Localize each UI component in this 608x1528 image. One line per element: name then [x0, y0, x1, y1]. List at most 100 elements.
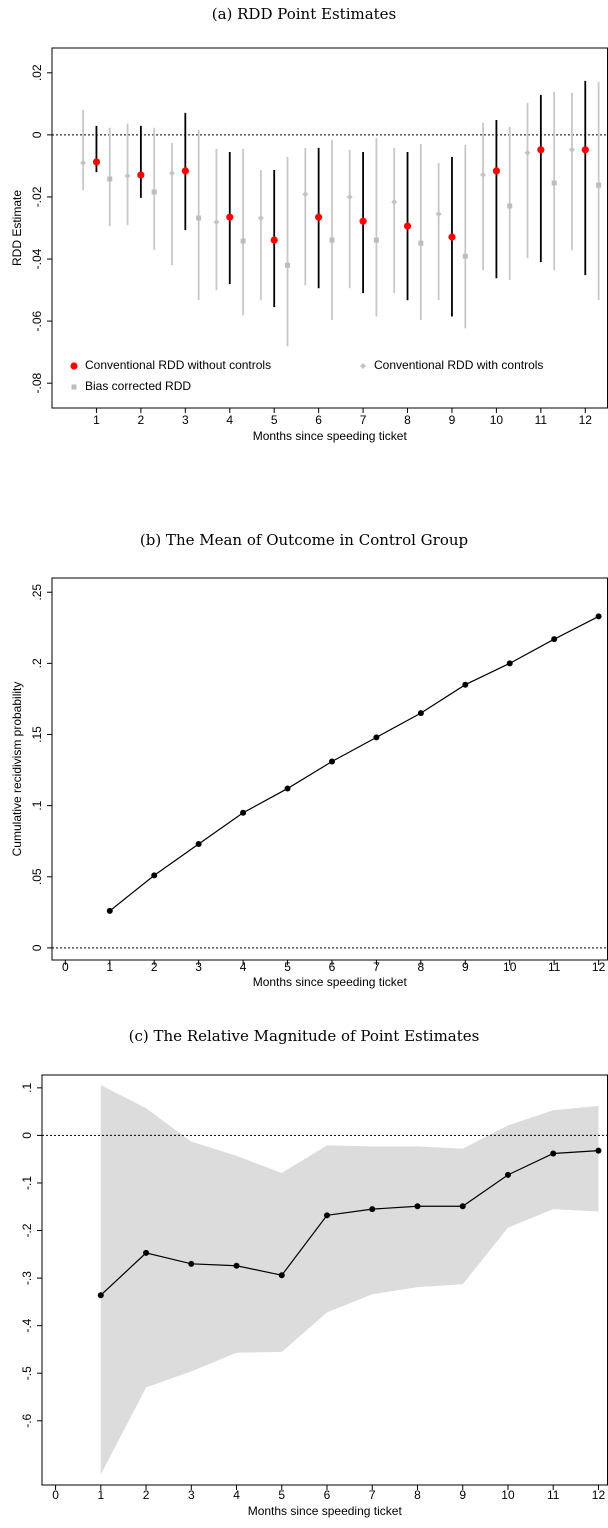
y-tick-label: 0	[30, 944, 44, 951]
x-tick-label: 8	[418, 960, 425, 974]
data-line	[100, 1150, 599, 1296]
point	[188, 1260, 195, 1267]
legend-label: Conventional RDD without controls	[85, 358, 271, 372]
point	[551, 636, 558, 643]
y-tick-label: -.02	[30, 186, 44, 207]
x-tick-label: 1	[106, 960, 113, 974]
y-tick-label: .15	[30, 726, 44, 743]
legend-label: Bias corrected RDD	[85, 379, 191, 393]
x-tick-label: 5	[278, 1488, 285, 1502]
point	[151, 872, 158, 879]
y-tick-label: .05	[30, 868, 44, 885]
point	[414, 1203, 421, 1210]
y-axis-label: Cumulative recidivism probability	[10, 682, 24, 857]
x-tick-label: 7	[369, 1488, 376, 1502]
point-diamond	[80, 159, 87, 166]
x-tick-label: 3	[188, 1488, 195, 1502]
x-tick-label: 2	[151, 960, 158, 974]
point-diamond	[213, 219, 220, 226]
y-tick-label: .1	[20, 1083, 34, 1093]
point	[328, 758, 335, 765]
plot-frame	[51, 577, 608, 961]
x-tick-label: 2	[143, 1488, 150, 1502]
plot-frame	[51, 47, 608, 409]
point-square	[196, 215, 202, 221]
x-tick-label: 0	[62, 960, 69, 974]
x-tick-label: 4	[226, 413, 233, 427]
x-tick-label: 8	[414, 1488, 421, 1502]
y-tick-label: -.5	[20, 1366, 34, 1380]
x-tick-label: 3	[182, 413, 189, 427]
x-tick-label: 10	[501, 1488, 515, 1502]
x-tick-label: 8	[404, 413, 411, 427]
chart-title: (b) The Mean of Outcome in Control Group	[140, 531, 468, 549]
y-axis-label: RDD Estimate	[10, 190, 24, 266]
point	[324, 1212, 331, 1219]
y-tick-label: -.2	[20, 1223, 34, 1237]
y-tick-label: -.1	[20, 1176, 34, 1190]
x-tick-label: 4	[240, 960, 247, 974]
x-tick-label: 11	[535, 413, 548, 427]
y-tick-label: .2	[30, 658, 44, 668]
chart-title: (a) RDD Point Estimates	[212, 5, 397, 23]
point-square	[240, 238, 246, 244]
point	[97, 1292, 104, 1299]
point-square	[507, 203, 513, 209]
point	[137, 171, 145, 179]
x-tick-label: 9	[449, 413, 456, 427]
y-tick-label: -.08	[30, 373, 44, 394]
point-diamond	[257, 215, 264, 222]
x-tick-label: 4	[233, 1488, 240, 1502]
point	[373, 734, 380, 741]
point-square	[151, 189, 157, 195]
x-tick-label: 5	[271, 413, 278, 427]
x-tick-label: 3	[195, 960, 202, 974]
x-tick-label: 9	[462, 960, 469, 974]
point-square	[107, 176, 113, 182]
point	[492, 167, 500, 175]
point	[459, 1203, 466, 1210]
point-square	[462, 253, 468, 259]
point-square	[329, 237, 335, 243]
x-tick-label: 2	[138, 413, 145, 427]
point	[270, 236, 278, 244]
y-tick-label: 0	[30, 131, 44, 138]
chart-title: (c) The Relative Magnitude of Point Esti…	[129, 1027, 480, 1045]
point-diamond	[346, 193, 353, 200]
point	[240, 809, 247, 816]
point	[359, 217, 367, 225]
y-tick-label: .1	[30, 800, 44, 810]
x-axis-label: Months since speeding ticket	[253, 975, 408, 989]
legend-marker	[360, 363, 366, 369]
point-diamond	[480, 171, 487, 178]
confidence-band	[100, 1084, 599, 1475]
y-tick-label: 0	[20, 1132, 34, 1139]
x-tick-label: 12	[592, 960, 606, 974]
x-tick-label: 9	[459, 1488, 466, 1502]
point	[550, 1150, 557, 1157]
point	[417, 710, 424, 717]
x-tick-label: 11	[548, 960, 561, 974]
x-tick-label: 0	[52, 1488, 59, 1502]
point-square	[373, 237, 379, 243]
x-tick-label: 11	[547, 1488, 560, 1502]
point-diamond	[435, 211, 442, 218]
x-tick-label: 6	[329, 960, 336, 974]
x-tick-label: 7	[373, 960, 380, 974]
point	[537, 146, 545, 154]
point	[595, 613, 602, 620]
point-diamond	[568, 146, 575, 153]
y-tick-label: .02	[30, 64, 44, 81]
y-tick-label: -.4	[20, 1318, 34, 1332]
x-tick-label: 1	[97, 1488, 104, 1502]
point-diamond	[524, 149, 531, 156]
y-tick-label: -.3	[20, 1271, 34, 1285]
y-tick-label: -.6	[20, 1413, 34, 1427]
point-square	[596, 182, 602, 188]
point	[181, 167, 189, 175]
point-square	[418, 240, 424, 246]
y-tick-label: .25	[30, 584, 44, 601]
point	[143, 1249, 150, 1256]
